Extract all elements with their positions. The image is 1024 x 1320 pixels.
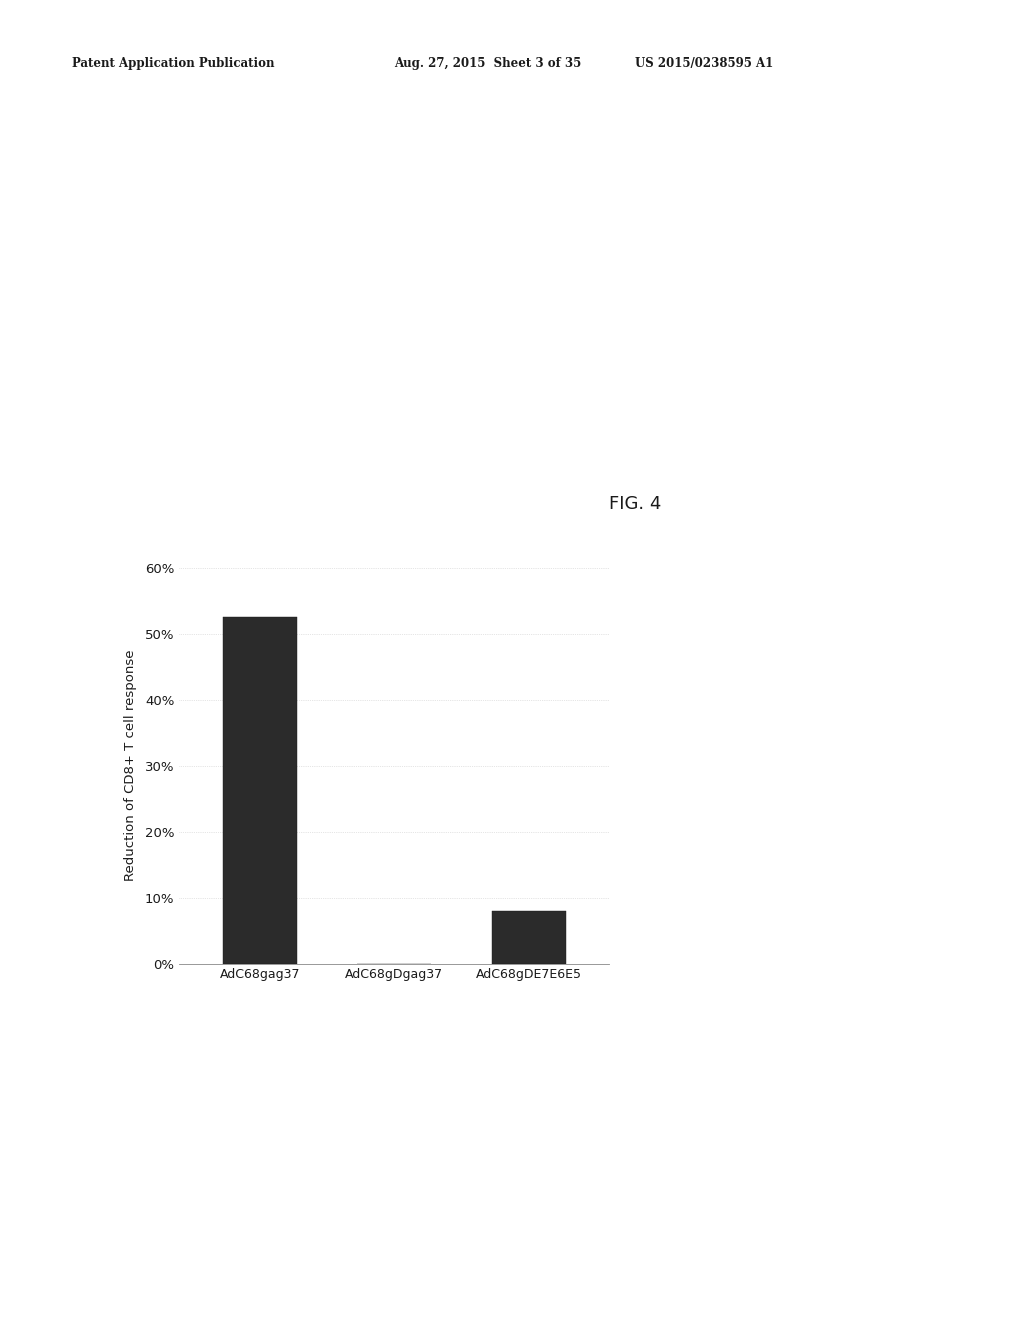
Text: FIG. 4: FIG. 4 [609,495,662,513]
Bar [492,911,565,964]
Text: US 2015/0238595 A1: US 2015/0238595 A1 [635,57,773,70]
Bar [223,616,297,964]
Y-axis label: Reduction of CD8+ T cell response: Reduction of CD8+ T cell response [124,649,136,882]
Text: Aug. 27, 2015  Sheet 3 of 35: Aug. 27, 2015 Sheet 3 of 35 [394,57,582,70]
Text: Patent Application Publication: Patent Application Publication [72,57,274,70]
